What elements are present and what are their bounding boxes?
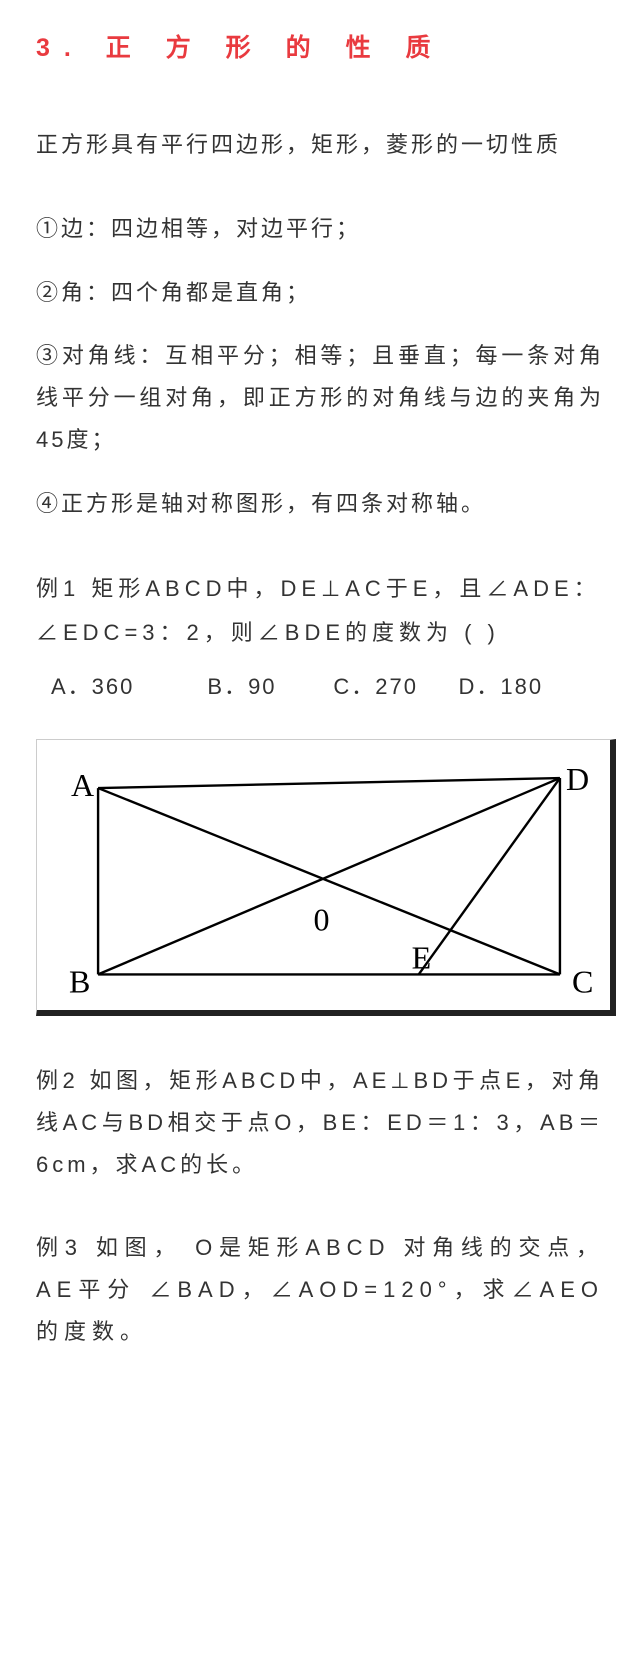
section-heading: 3. 正 方 形 的 性 质 <box>36 28 604 64</box>
example-1-options: A．360 B．90 C．270 D．180 <box>36 665 604 709</box>
svg-text:A: A <box>71 767 94 803</box>
figure-rectangle-diagram: A D B C 0 E <box>36 739 616 1016</box>
property-2: ②角：四个角都是直角； <box>36 272 604 314</box>
svg-text:E: E <box>412 939 432 975</box>
svg-text:B: B <box>69 963 90 999</box>
property-1: ①边：四边相等，对边平行； <box>36 208 604 250</box>
example-3: 例3 如图， O是矩形ABCD 对角线的交点， AE平分 ∠BAD，∠AOD=1… <box>36 1227 604 1352</box>
rectangle-svg: A D B C 0 E <box>53 754 594 1000</box>
svg-text:D: D <box>566 761 589 797</box>
example-2: 例2 如图，矩形ABCD中，AE⊥BD于点E，对角线AC与BD相交于点O，BE：… <box>36 1060 604 1185</box>
svg-text:C: C <box>572 963 593 999</box>
property-3: ③对角线：互相平分；相等；且垂直；每一条对角线平分一组对角，即正方形的对角线与边… <box>36 335 604 460</box>
property-4: ④正方形是轴对称图形，有四条对称轴。 <box>36 483 604 525</box>
intro-paragraph: 正方形具有平行四边形，矩形，菱形的一切性质 <box>36 124 604 166</box>
svg-text:0: 0 <box>313 901 329 937</box>
example-1-question: 例1 矩形ABCD中，DE⊥AC于E，且∠ADE：∠EDC=3：2，则∠BDE的… <box>36 567 604 655</box>
